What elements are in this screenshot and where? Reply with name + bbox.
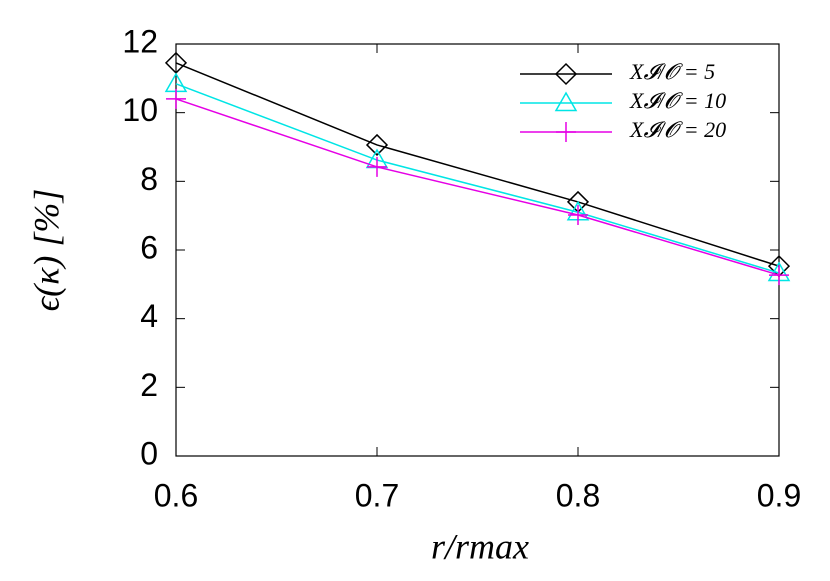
y-tick-label: 10 xyxy=(122,92,158,128)
x-tick-label: 0.7 xyxy=(355,477,399,513)
series-line xyxy=(175,98,780,276)
y-tick-label: 4 xyxy=(140,298,158,334)
legend-label: X𝓘/𝓞 = 10 xyxy=(629,88,726,113)
y-tick-label: 2 xyxy=(140,367,158,403)
legend-marker xyxy=(554,91,578,112)
y-tick-label: 12 xyxy=(122,23,158,59)
series-line xyxy=(175,83,780,274)
marker xyxy=(166,88,186,109)
legend-marker xyxy=(556,122,576,142)
marker xyxy=(365,133,389,157)
legend-label: X𝓘/𝓞 = 5 xyxy=(629,59,715,84)
y-tick-label: 8 xyxy=(140,161,158,197)
legend-marker xyxy=(554,62,578,86)
x-tick-label: 0.9 xyxy=(757,477,801,513)
marker xyxy=(769,265,789,286)
series-line xyxy=(175,62,780,267)
x-axis-label: r/rmax xyxy=(431,526,529,566)
x-tick-label: 0.6 xyxy=(154,477,198,513)
marker xyxy=(568,204,588,225)
x-tick-label: 0.8 xyxy=(556,477,600,513)
y-tick-label: 6 xyxy=(140,229,158,265)
y-tick-label: 0 xyxy=(140,435,158,471)
y-axis-label: ϵ(κ) [%] xyxy=(26,189,66,312)
legend-label: X𝓘/𝓞 = 20 xyxy=(629,117,726,142)
marker xyxy=(367,156,387,177)
